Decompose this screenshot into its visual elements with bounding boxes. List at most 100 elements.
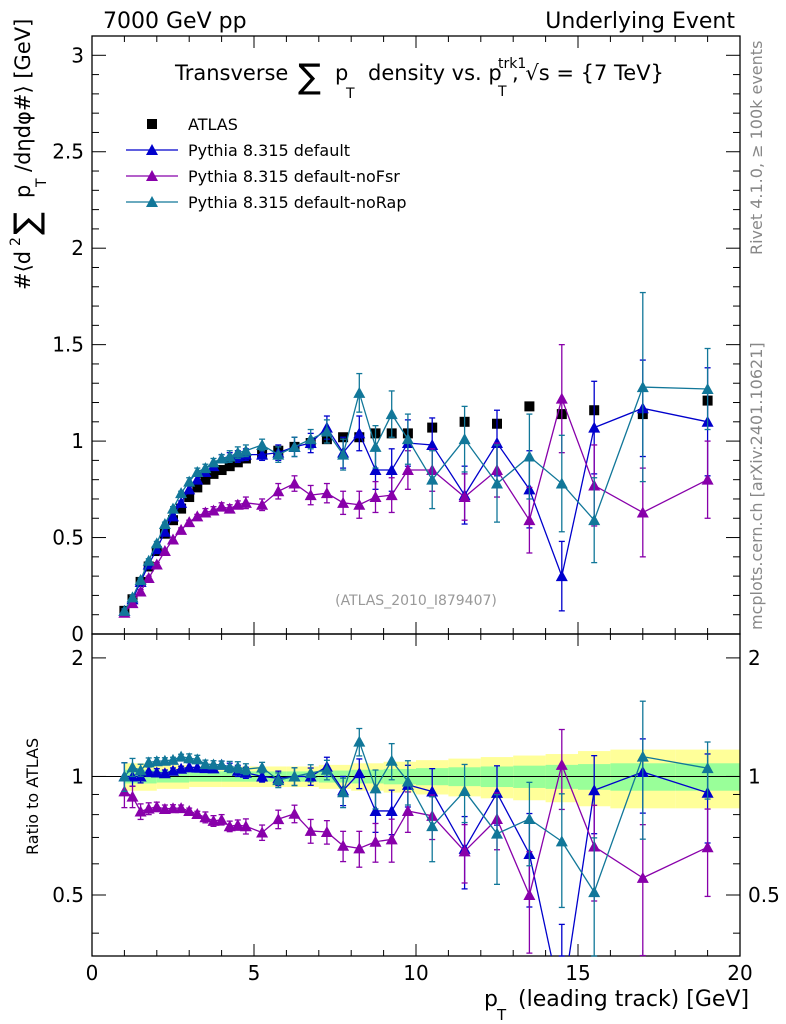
legend-label: ATLAS (188, 115, 238, 134)
data-point (426, 438, 439, 450)
data-point (555, 477, 568, 489)
ratio-point (401, 775, 414, 787)
ratio-point (183, 752, 196, 764)
ratio-point (304, 824, 317, 836)
data-point (142, 554, 155, 566)
y-tick-label: 1 (71, 429, 84, 453)
ratio-point (426, 785, 439, 797)
ylabel-sub: T (34, 178, 50, 188)
ratio-point (150, 800, 163, 812)
data-point (426, 473, 439, 485)
data-point (256, 498, 269, 510)
title-prefix: Transverse (174, 61, 288, 85)
ratio-point (126, 761, 139, 773)
ratio-point (256, 761, 269, 773)
data-point (176, 503, 187, 514)
ratio-point (588, 886, 601, 898)
ratio-point (491, 827, 503, 839)
ratio-point (272, 774, 285, 786)
data-point (353, 386, 366, 398)
x-tick-label: 10 (403, 961, 428, 985)
side-label-bottom: mcplots.cern.ch [arXiv:2401.10621] (747, 342, 766, 630)
data-point (239, 444, 252, 456)
ratio-point (158, 802, 171, 814)
data-point (385, 408, 398, 420)
data-point (555, 570, 568, 582)
data-point (385, 464, 398, 476)
data-point (304, 489, 317, 501)
ratio-point (288, 770, 301, 782)
data-point (458, 433, 471, 445)
ratio-point (256, 826, 269, 838)
xlabel-rest: (leading track) [GeV] (518, 987, 749, 1012)
title-sub-t: T (345, 86, 355, 102)
data-point (239, 496, 252, 508)
data-point (353, 498, 366, 510)
ratio-tick-label-left: 0.5 (52, 883, 84, 907)
data-point (523, 514, 536, 526)
x-tick-label: 15 (565, 961, 590, 985)
data-point (401, 433, 414, 445)
ratio-line (642, 846, 708, 879)
ratio-line (593, 845, 644, 879)
ratio-point (231, 761, 244, 773)
ratio-point (353, 842, 366, 854)
side-label-top: Rivet 4.1.0, ≥ 100k events (747, 41, 766, 255)
y-tick-label: 1.5 (52, 333, 84, 357)
data-point (167, 533, 179, 545)
data-point (223, 450, 236, 462)
legend-item-0: ATLAS (147, 115, 238, 134)
data-point (184, 492, 195, 503)
data-point (192, 482, 203, 493)
data-point (588, 514, 601, 526)
ratio-point (223, 760, 236, 772)
ratio-line (407, 810, 433, 817)
data-point (126, 597, 139, 609)
data-point (701, 473, 714, 485)
legend-label: Pythia 8.315 default (188, 141, 350, 160)
ratio-line (358, 772, 377, 812)
series-2 (118, 343, 714, 957)
title-sum: ∑ (298, 57, 321, 97)
data-point (288, 440, 301, 452)
x-tick-label: 5 (248, 961, 261, 985)
data-point (207, 456, 220, 468)
series-line (123, 396, 708, 614)
data-layer (118, 291, 714, 957)
title-sub-t2: T (497, 84, 507, 100)
legend-marker (146, 170, 158, 181)
header-left: 7000 GeV pp (103, 9, 247, 34)
data-point (337, 448, 350, 460)
data-point (320, 487, 333, 499)
ratio-point (588, 784, 601, 796)
chart-title: Transverse ∑ p T density vs. p trk1 T , … (174, 56, 664, 102)
data-point (158, 545, 171, 557)
ratio-point (175, 802, 188, 814)
ratio-line (342, 741, 360, 793)
data-point (191, 473, 204, 485)
legend-item-1: Pythia 8.315 default (126, 141, 350, 160)
ratio-line (431, 815, 466, 852)
ratio-line (593, 756, 644, 893)
ratio-point (199, 811, 212, 823)
ratio-line (496, 818, 530, 835)
data-point (523, 450, 536, 462)
data-point (588, 421, 601, 433)
series-0 (119, 395, 713, 616)
data-point (150, 558, 163, 570)
ylabel-sum: ∑ (7, 212, 47, 235)
ratio-point (636, 750, 649, 762)
y-tick-label: 0.5 (52, 526, 84, 550)
series-3 (118, 291, 714, 957)
title-sup-trk1: trk1 (498, 56, 526, 72)
data-point (158, 518, 171, 530)
ratio-point (239, 820, 252, 832)
ratio-tick-label-left: 2 (71, 646, 84, 670)
ratio-point (458, 845, 471, 857)
ratio-point (320, 825, 333, 837)
data-point (183, 483, 196, 495)
data-point (288, 477, 301, 489)
legend-label: Pythia 8.315 default-noRap (188, 193, 406, 212)
data-point (524, 401, 535, 412)
